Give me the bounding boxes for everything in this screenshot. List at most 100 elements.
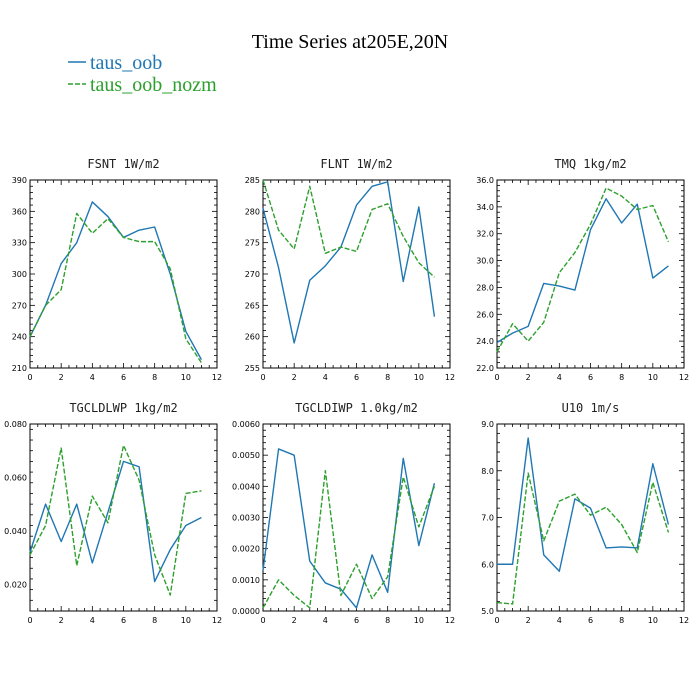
y-tick-label: 300: [12, 270, 27, 279]
x-tick-label: 10: [648, 616, 658, 625]
panel-3: TMQ 1kg/m2 0 2 4 6 8 10 12 22.0 24.0 26.0 28.0 30.0 3…: [476, 157, 689, 382]
panels: FSNT 1W/m20 2 4 6 8 10 12210240270300330360390…: [4, 157, 689, 625]
x-tick-label: 8: [619, 616, 624, 625]
panel-title: TMQ 1kg/m2: [554, 157, 626, 171]
x-tick-label: 12: [445, 373, 455, 382]
y-tick-label: 260: [245, 333, 260, 342]
plot-frame: [496, 179, 685, 369]
x-tick-label: 2: [526, 616, 531, 625]
y-tick-label: 26.0: [476, 310, 494, 319]
y-tick-label: 32.0: [476, 230, 494, 239]
y-tick-label: 0.0050: [232, 451, 260, 460]
y-tick-label: 0.0020: [232, 545, 260, 554]
y-tick-label: 330: [12, 239, 27, 248]
y-tick-label: 0.0040: [232, 482, 260, 491]
y-tick-label: 280: [245, 207, 260, 216]
series-line-taus-oob-nozm: [496, 187, 670, 353]
y-tick-label: 28.0: [476, 283, 494, 292]
y-tick-label: 0.040: [4, 527, 27, 536]
y-tick-label: 240: [12, 333, 27, 342]
y-tick-label: 30.0: [476, 257, 494, 266]
plot-frame: [496, 423, 685, 612]
panel-4: TGCLDLWP 1kg/m2 0 2 4 6 8 10 12 0.020 0.040 0.060 0…: [4, 401, 222, 625]
y-tick-label: 390: [12, 176, 27, 185]
x-tick-label: 12: [445, 616, 455, 625]
x-tick-label: 6: [588, 616, 593, 625]
panel-title: TGCLDIWP 1.0kg/m2: [295, 401, 418, 415]
series-line-taus-oob: [29, 460, 202, 583]
x-tick-label: 12: [679, 616, 689, 625]
y-tick-label: 0.020: [4, 580, 27, 589]
series-line-taus-oob: [262, 181, 436, 344]
y-tick-label: 285: [245, 176, 260, 185]
x-tick-label: 6: [121, 373, 126, 382]
x-tick-label: 0: [27, 373, 32, 382]
series-line-taus-oob-nozm: [29, 444, 202, 596]
figure-title: Time Series at205E,20N: [252, 31, 448, 53]
legend: taus_oob taus_oob_nozm: [68, 52, 217, 96]
y-tick-label: 275: [245, 239, 260, 248]
y-tick-label: 8.0: [481, 467, 494, 476]
plot-frame: [262, 179, 451, 369]
x-tick-label: 10: [181, 373, 191, 382]
x-tick-label: 2: [59, 373, 64, 382]
x-tick-label: 10: [414, 616, 424, 625]
panel-title: U10 1m/s: [562, 401, 620, 415]
x-tick-label: 10: [181, 616, 191, 625]
panel-title: FLNT 1W/m2: [320, 157, 392, 171]
series-line-taus-oob-nozm: [496, 472, 670, 605]
x-tick-label: 12: [212, 373, 222, 382]
x-tick-label: 0: [494, 616, 499, 625]
x-tick-label: 12: [679, 373, 689, 382]
y-tick-label: 34.0: [476, 203, 494, 212]
y-tick-label: 9.0: [481, 420, 494, 429]
x-tick-label: 4: [90, 616, 95, 625]
x-tick-label: 2: [526, 373, 531, 382]
y-tick-label: 0.0060: [232, 420, 260, 429]
x-tick-label: 2: [59, 616, 64, 625]
y-tick-label: 360: [12, 207, 27, 216]
y-tick-label: 5.0: [481, 607, 494, 616]
panel-1: FSNT 1W/m2 0 2 4 6 8 10 12 210 240 270 300 330 360 390: [12, 157, 222, 382]
y-tick-label: 0.060: [4, 473, 27, 482]
x-tick-label: 8: [385, 616, 390, 625]
panel-5: TGCLDIWP 1.0kg/m2 0 2 4 6 8 10 12 0.0000 0.0010 0.…: [232, 401, 455, 625]
panel-6: U10 1m/s 0 2 4 6 8 10 12 5.0 6.0 7.0 8.0 9.0: [481, 401, 689, 625]
x-tick-label: 6: [354, 373, 359, 382]
x-tick-label: 6: [588, 373, 593, 382]
y-tick-label: 0.080: [4, 420, 27, 429]
y-tick-label: 0.0000: [232, 607, 260, 616]
x-tick-label: 0: [260, 373, 265, 382]
x-tick-label: 4: [323, 373, 328, 382]
plot-frame: [262, 423, 451, 612]
legend-label-taus-oob-nozm: taus_oob_nozm: [90, 74, 217, 96]
panel-title: FSNT 1W/m2: [87, 157, 159, 171]
x-tick-label: 8: [385, 373, 390, 382]
x-tick-label: 8: [619, 373, 624, 382]
series-line-taus-oob-nozm: [262, 179, 435, 278]
x-tick-label: 4: [557, 373, 562, 382]
y-tick-label: 36.0: [476, 176, 494, 185]
series-line-taus-oob: [29, 201, 203, 360]
x-tick-label: 0: [260, 616, 265, 625]
panel-title: TGCLDLWP 1kg/m2: [69, 401, 177, 415]
x-tick-label: 0: [27, 616, 32, 625]
y-tick-label: 255: [245, 364, 260, 373]
series-line-taus-oob-nozm: [29, 212, 203, 364]
y-tick-label: 24.0: [476, 337, 494, 346]
plot-frame: [29, 423, 218, 612]
y-tick-label: 7.0: [481, 514, 494, 523]
plot-frame: [29, 179, 218, 369]
x-tick-label: 4: [90, 373, 95, 382]
x-tick-label: 10: [414, 373, 424, 382]
legend-label-taus-oob: taus_oob: [90, 52, 162, 74]
series-line-taus-oob: [262, 448, 436, 609]
y-tick-label: 22.0: [476, 364, 494, 373]
x-tick-label: 4: [557, 616, 562, 625]
y-tick-label: 6.0: [481, 560, 494, 569]
x-tick-label: 8: [152, 373, 157, 382]
x-tick-label: 8: [152, 616, 157, 625]
x-tick-label: 6: [121, 616, 126, 625]
